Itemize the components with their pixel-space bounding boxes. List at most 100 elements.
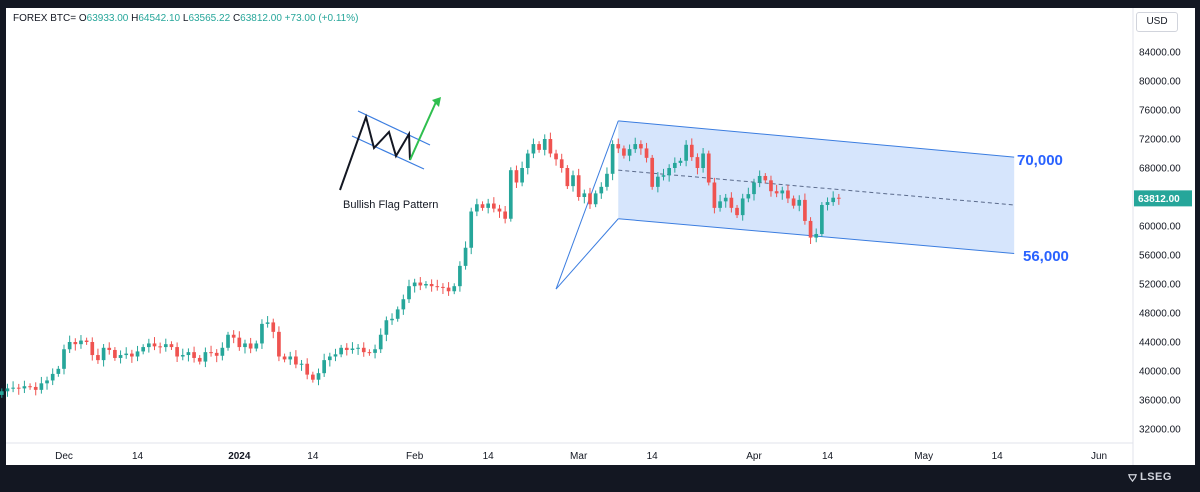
x-tick-label: 14 (992, 451, 1004, 462)
close-label: C (232, 13, 241, 24)
currency-button[interactable]: USD (1136, 12, 1178, 32)
candle (831, 191, 836, 206)
candle-body (605, 173, 609, 187)
y-tick-label: 48000.00 (1139, 309, 1181, 320)
candle-body (282, 356, 287, 360)
candle-body (361, 347, 366, 353)
candle (786, 184, 790, 204)
candle-body (339, 347, 343, 355)
candle (135, 345, 140, 362)
candle-body (548, 139, 553, 154)
candle-body (39, 383, 44, 390)
candle (390, 313, 394, 325)
candle-body (565, 168, 570, 187)
flag-upper-line (618, 120, 1015, 158)
candle-body (446, 287, 451, 292)
candle-body (469, 211, 474, 248)
candle (169, 341, 174, 350)
top-frame-bar (0, 0, 1200, 8)
candle (90, 337, 95, 361)
candle (339, 344, 343, 358)
candle (537, 141, 541, 153)
candle-body (458, 265, 462, 287)
candle-body (712, 182, 717, 208)
candle-body (706, 153, 711, 183)
candle (333, 348, 338, 362)
flag-pole-upper-line (555, 120, 619, 290)
candle-body (107, 347, 112, 350)
candle (73, 338, 78, 351)
candle (706, 150, 711, 186)
candle (282, 353, 287, 363)
open-label: O (78, 13, 87, 24)
pattern-price-path (339, 113, 411, 191)
candle (254, 340, 259, 352)
candle-body (390, 318, 394, 321)
bottom-frame-bar (0, 465, 1200, 492)
candle (746, 187, 751, 203)
x-tick-label: 2024 (228, 451, 251, 462)
lseg-logo-icon (1128, 474, 1137, 482)
x-tick-label: Jun (1091, 451, 1107, 462)
candle-body (774, 191, 779, 194)
candle-body (740, 198, 745, 216)
candle (480, 201, 485, 211)
candle-body (661, 175, 666, 177)
candle-body (667, 168, 672, 176)
candle-body (508, 170, 513, 219)
x-tick-label: 14 (647, 451, 659, 462)
candle-body (350, 348, 355, 350)
left-frame-bar (0, 0, 6, 492)
candle-body (248, 343, 253, 349)
candle (684, 140, 688, 167)
flag-mid-line (618, 169, 1015, 206)
candle (5, 383, 10, 397)
candle (458, 261, 462, 292)
candle (237, 331, 242, 351)
candle (294, 350, 298, 369)
candle-body (299, 363, 304, 365)
candle-body (214, 352, 219, 356)
pattern-title: Bullish Flag Pattern (343, 199, 438, 211)
candle-body (367, 352, 372, 354)
x-tick-label: 14 (483, 451, 495, 462)
candle-body (769, 180, 773, 192)
candle (791, 195, 796, 209)
candle (836, 193, 841, 205)
candle (559, 153, 564, 173)
candle (28, 383, 32, 390)
candle (209, 345, 213, 357)
candle (84, 337, 89, 345)
candle (311, 371, 315, 383)
candle-body (271, 322, 276, 332)
x-tick-label: 14 (307, 451, 319, 462)
candle-body (254, 343, 259, 349)
candle-body (588, 193, 592, 205)
candle-body (718, 201, 722, 208)
candle (644, 142, 649, 163)
candle (220, 342, 225, 361)
candle-body (175, 347, 179, 357)
candle-body (0, 391, 4, 395)
candle-body (514, 170, 519, 183)
change-value: +73.00 (+0.11%) (284, 13, 359, 24)
candle (101, 344, 106, 367)
low-label: L (182, 13, 189, 24)
candle (525, 149, 530, 175)
candle (554, 149, 558, 166)
candle-body (412, 282, 417, 287)
candle-body (701, 153, 705, 168)
candle (565, 165, 570, 190)
candle-body (429, 284, 434, 287)
candle-body (672, 162, 677, 168)
candle-body (554, 153, 558, 160)
high-label: H (131, 13, 139, 24)
candle (469, 207, 474, 255)
candle-body (113, 349, 117, 358)
close-value: 63812.00 (240, 13, 282, 24)
candle (146, 338, 151, 353)
candle-body (735, 207, 739, 216)
candle-body (322, 360, 327, 374)
candle (520, 161, 524, 187)
